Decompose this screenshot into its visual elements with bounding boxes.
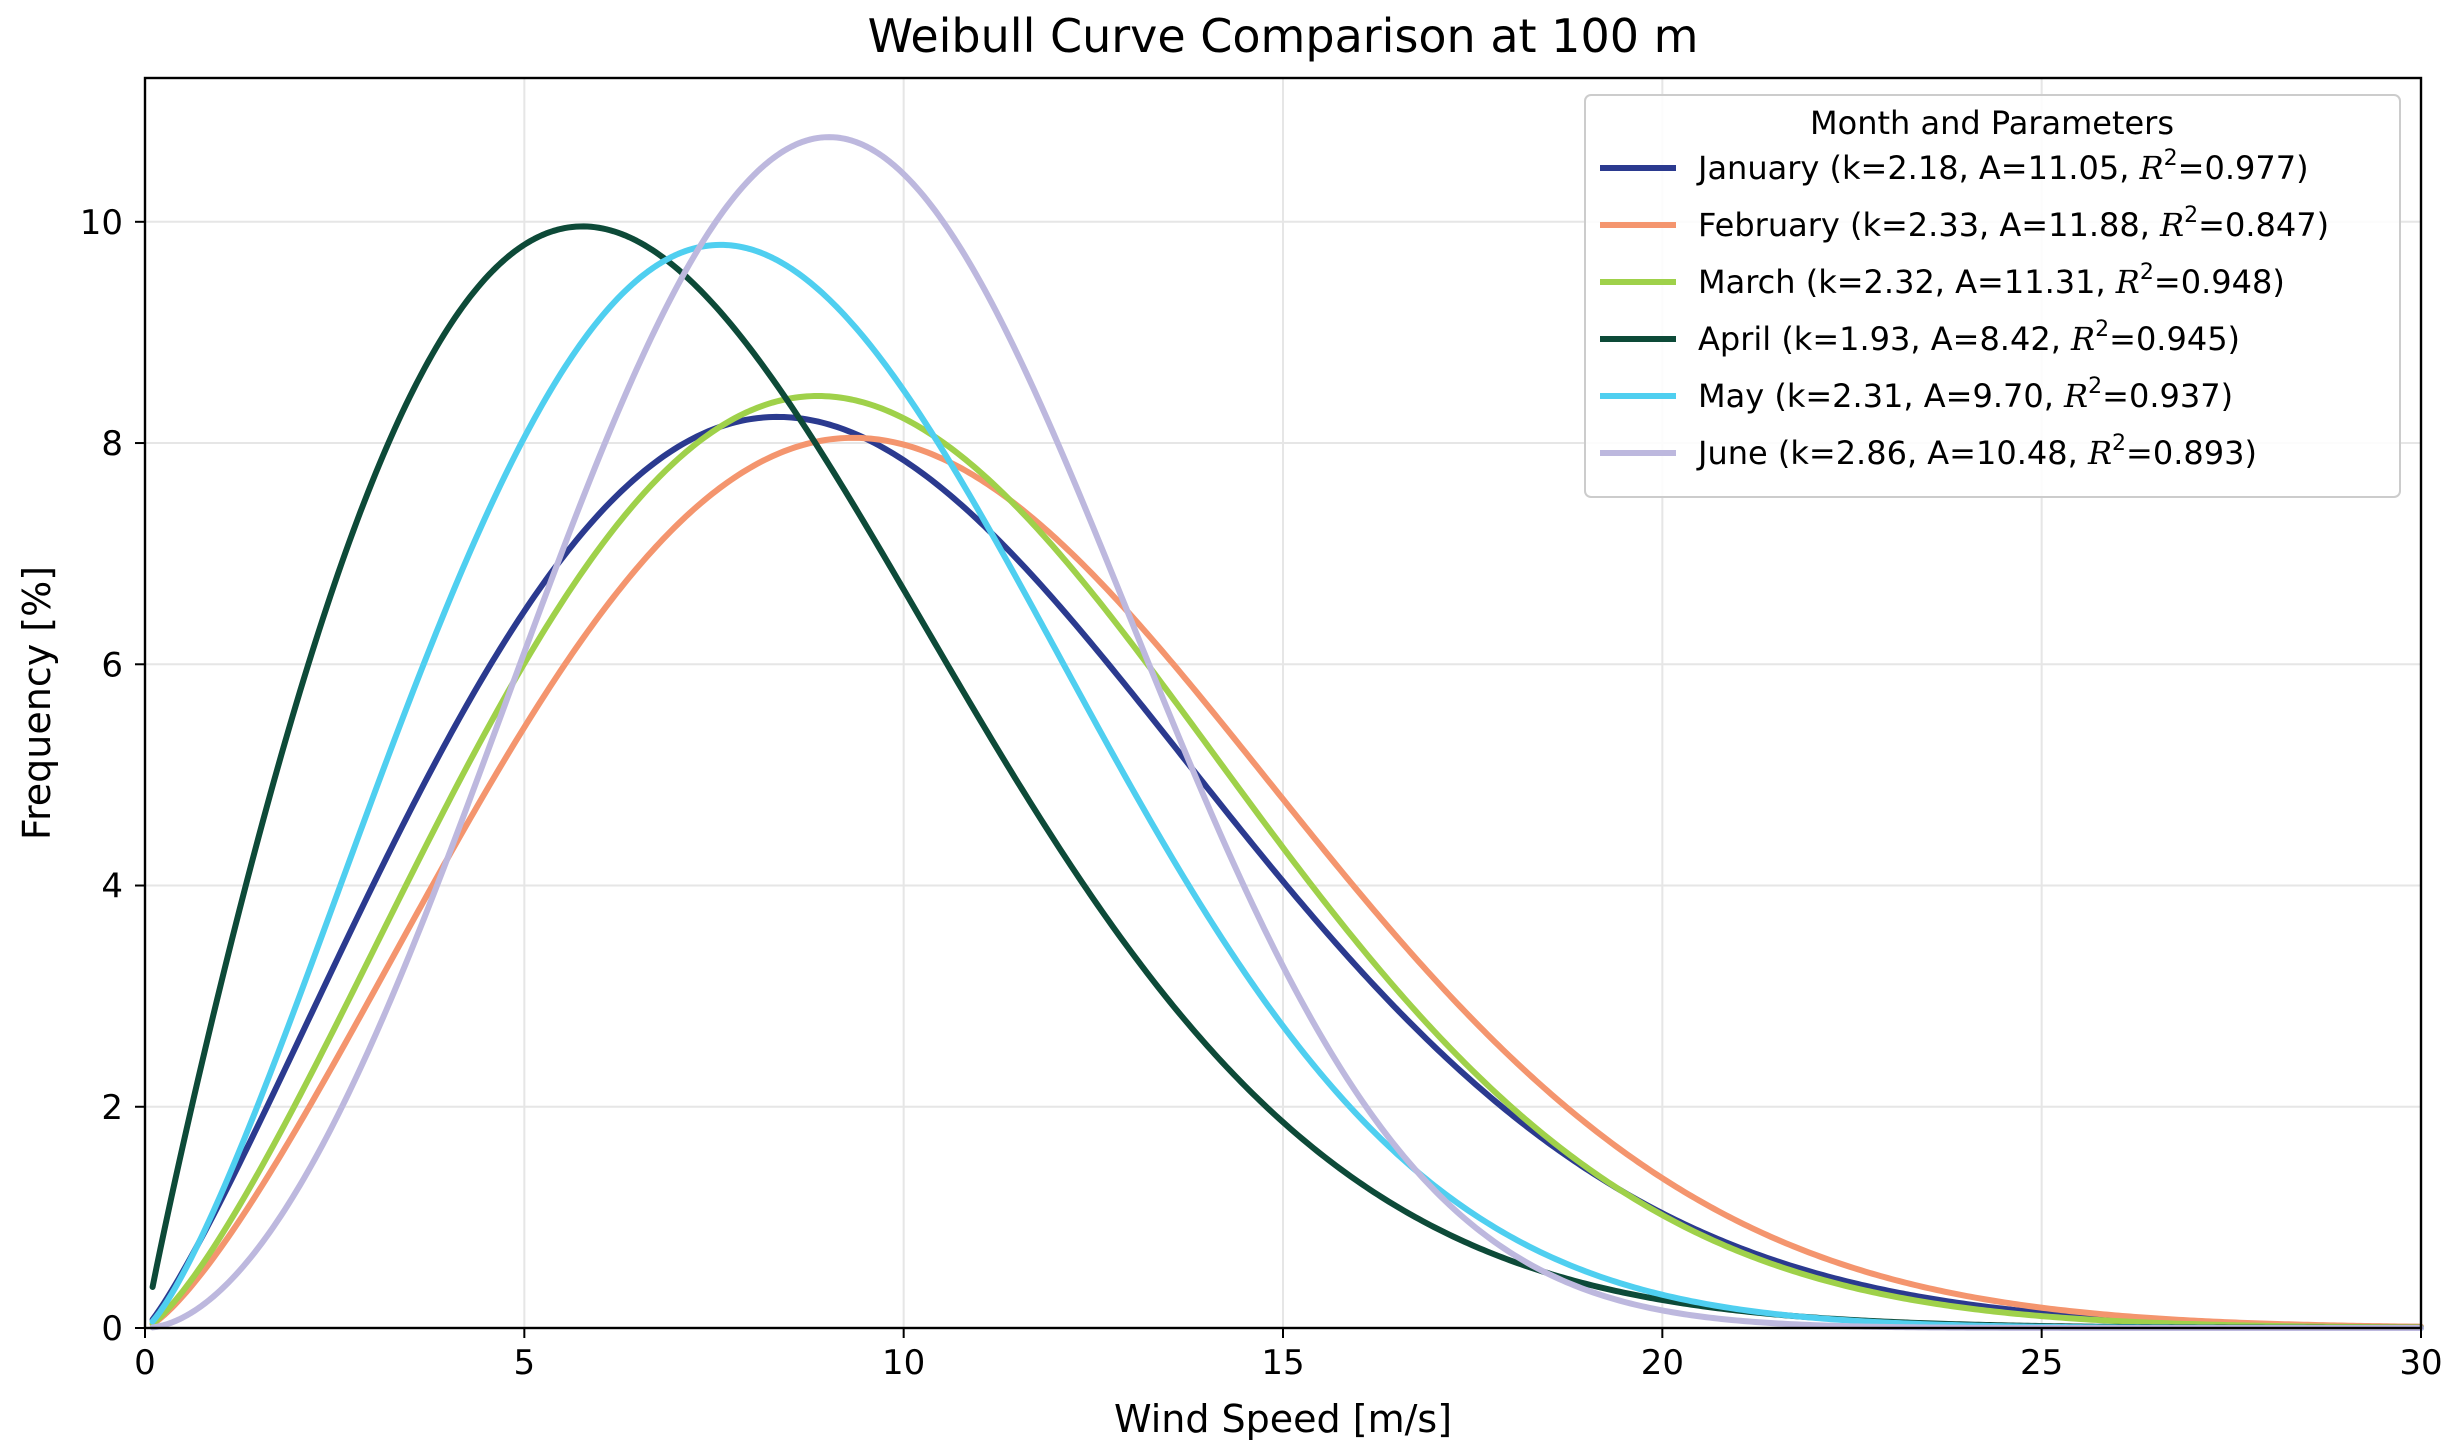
legend-r-symbol: R <box>2139 149 2164 187</box>
y-tick-label: 10 <box>80 203 123 243</box>
legend-label: January (k=2.18, A=11.05, R2=0.977) <box>1696 146 2309 187</box>
legend-title: Month and Parameters <box>1810 104 2174 142</box>
legend-series-params: (k=2.31, A=9.70, <box>1774 377 2064 415</box>
legend-series-name: April <box>1698 320 1781 358</box>
series-lines <box>149 134 2424 1331</box>
legend-series-name: February <box>1698 206 1850 244</box>
x-tick-label: 20 <box>1641 1343 1684 1383</box>
legend-r-symbol: R <box>2070 320 2095 358</box>
legend-r-superscript: 2 <box>2164 146 2178 171</box>
x-tick-label: 15 <box>1261 1343 1304 1383</box>
legend-series-params: (k=2.18, A=11.05, <box>1829 149 2139 187</box>
legend-item-june: June (k=2.86, A=10.48, R2=0.893) <box>1600 431 2257 472</box>
series-line-march <box>149 393 2424 1331</box>
legend-r-superscript: 2 <box>2112 431 2126 456</box>
legend-r-symbol: R <box>2063 377 2088 415</box>
y-tick-label: 2 <box>101 1088 123 1128</box>
legend-item-may: May (k=2.31, A=9.70, R2=0.937) <box>1600 374 2233 415</box>
legend-r-symbol: R <box>2115 263 2140 301</box>
series-line-january <box>149 413 2424 1330</box>
legend-series-name: March <box>1698 263 1806 301</box>
y-tick-label: 6 <box>101 645 123 685</box>
x-tick-label: 10 <box>882 1343 925 1383</box>
x-tick-label: 5 <box>514 1343 536 1383</box>
legend-r2-value: =0.945) <box>2109 320 2240 358</box>
y-tick-label: 8 <box>101 424 123 464</box>
legend-series-params: (k=1.93, A=8.42, <box>1781 320 2071 358</box>
legend-item-february: February (k=2.33, A=11.88, R2=0.847) <box>1600 203 2329 244</box>
x-tick-label: 30 <box>2399 1343 2442 1383</box>
legend-label: March (k=2.32, A=11.31, R2=0.948) <box>1698 260 2285 301</box>
legend-r2-value: =0.847) <box>2198 206 2329 244</box>
y-axis-label: Frequency [%] <box>15 566 59 840</box>
legend-r-superscript: 2 <box>2095 317 2109 342</box>
legend-box <box>1584 94 2401 498</box>
legend: Month and Parameters January (k=2.18, A=… <box>1584 94 2401 498</box>
legend-r-superscript: 2 <box>2184 203 2198 228</box>
series-line-february <box>149 434 2424 1330</box>
legend-r2-value: =0.937) <box>2102 377 2233 415</box>
legend-r-symbol: R <box>2159 206 2184 244</box>
legend-r2-value: =0.948) <box>2154 263 2285 301</box>
legend-series-params: (k=2.33, A=11.88, <box>1850 206 2160 244</box>
y-tick-label: 4 <box>101 867 123 907</box>
legend-r2-value: =0.893) <box>2126 434 2257 472</box>
legend-item-january: January (k=2.18, A=11.05, R2=0.977) <box>1600 146 2309 187</box>
legend-series-params: (k=2.86, A=10.48, <box>1778 434 2088 472</box>
x-axis-label: Wind Speed [m/s] <box>1114 1397 1452 1441</box>
legend-item-april: April (k=1.93, A=8.42, R2=0.945) <box>1600 317 2240 358</box>
x-tick-label: 25 <box>2020 1343 2063 1383</box>
legend-label: April (k=1.93, A=8.42, R2=0.945) <box>1698 317 2240 358</box>
legend-item-march: March (k=2.32, A=11.31, R2=0.948) <box>1600 260 2285 301</box>
legend-r-symbol: R <box>2087 434 2112 472</box>
legend-series-name: June <box>1696 434 1778 472</box>
legend-series-name: January <box>1696 149 1829 187</box>
legend-label: May (k=2.31, A=9.70, R2=0.937) <box>1698 374 2233 415</box>
axis-ticks: 0 5 10 15 20 25 30 0 2 4 6 8 10 <box>80 203 2443 1383</box>
legend-series-name: May <box>1698 377 1774 415</box>
legend-r-superscript: 2 <box>2140 260 2154 285</box>
chart-title: Weibull Curve Comparison at 100 m <box>868 9 1699 63</box>
legend-label: February (k=2.33, A=11.88, R2=0.847) <box>1698 203 2329 244</box>
legend-items: January (k=2.18, A=11.05, R2=0.977)Febru… <box>1600 146 2329 472</box>
legend-label: June (k=2.86, A=10.48, R2=0.893) <box>1696 431 2257 472</box>
legend-r-superscript: 2 <box>2088 374 2102 399</box>
legend-r2-value: =0.977) <box>2178 149 2309 187</box>
x-tick-label: 0 <box>134 1343 156 1383</box>
y-tick-label: 0 <box>101 1309 123 1349</box>
legend-series-params: (k=2.32, A=11.31, <box>1806 263 2116 301</box>
